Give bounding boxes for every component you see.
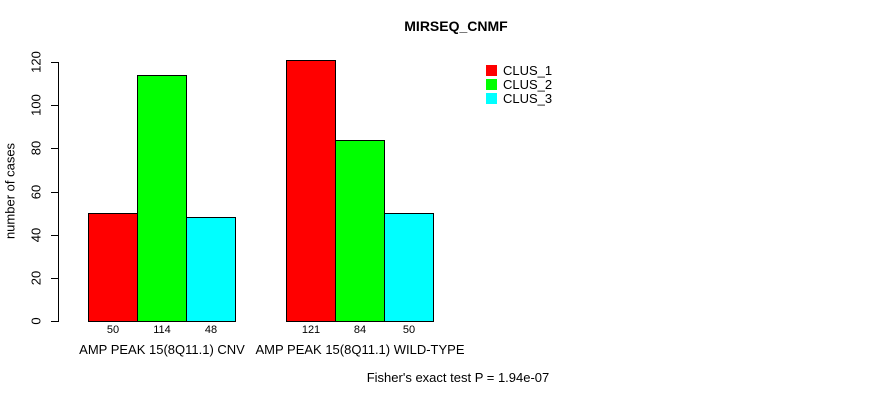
y-tick xyxy=(51,321,59,322)
bar-value-label: 50 xyxy=(402,324,416,336)
bar-value-label: 48 xyxy=(204,324,218,336)
chart-title: MIRSEQ_CNMF xyxy=(404,18,508,34)
legend-item: CLUS_3 xyxy=(486,90,553,106)
bar-value-label: 50 xyxy=(106,324,120,336)
legend: CLUS_1 CLUS_2 CLUS_3 xyxy=(486,62,553,106)
bar-value-label: 114 xyxy=(153,324,171,336)
y-tick-label: 0 xyxy=(28,317,44,325)
legend-label: CLUS_3 xyxy=(503,90,553,106)
bar xyxy=(88,213,138,322)
category-label: AMP PEAK 15(8Q11.1) CNV xyxy=(79,342,245,357)
y-tick-label: 40 xyxy=(28,227,44,243)
category-label: AMP PEAK 15(8Q11.1) WILD-TYPE xyxy=(255,342,465,357)
legend-label: CLUS_2 xyxy=(503,76,553,92)
legend-swatch xyxy=(486,64,497,76)
bar xyxy=(186,217,236,322)
legend-label: CLUS_1 xyxy=(503,62,553,78)
y-tick xyxy=(51,192,59,193)
y-tick xyxy=(51,278,59,279)
p-value-note: Fisher's exact test P = 1.94e-07 xyxy=(366,370,550,385)
bar xyxy=(286,60,336,322)
bar-value-label: 84 xyxy=(353,324,367,336)
y-tick-label: 120 xyxy=(28,51,44,73)
y-tick xyxy=(51,105,59,106)
y-tick xyxy=(51,235,59,236)
bar xyxy=(384,213,434,322)
bar xyxy=(335,140,385,322)
y-tick-label: 60 xyxy=(28,184,44,200)
bar xyxy=(137,75,187,322)
y-axis-label: number of cases xyxy=(2,142,18,240)
y-tick-label: 100 xyxy=(28,94,44,116)
y-tick xyxy=(51,62,59,63)
legend-item: CLUS_1 xyxy=(486,62,553,78)
y-tick xyxy=(51,148,59,149)
legend-swatch xyxy=(486,92,497,104)
legend-swatch xyxy=(486,78,497,90)
legend-item: CLUS_2 xyxy=(486,76,553,92)
bar-value-label: 121 xyxy=(301,324,321,336)
y-tick-label: 20 xyxy=(28,270,44,286)
y-tick-label: 80 xyxy=(28,140,44,156)
